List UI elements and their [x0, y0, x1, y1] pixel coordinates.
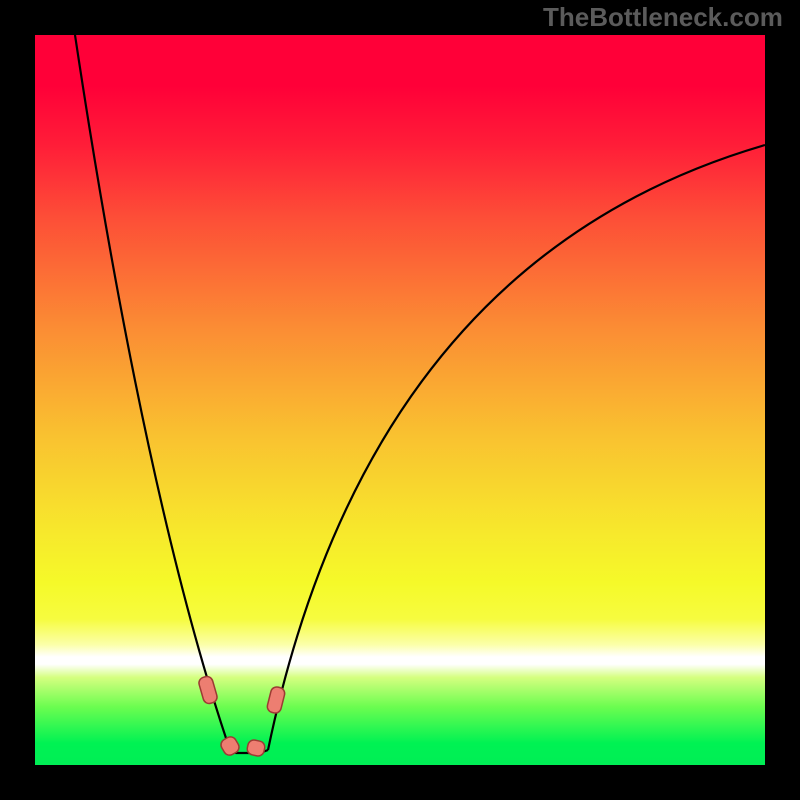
plot-background: [35, 35, 765, 765]
chart-svg: [0, 0, 800, 800]
